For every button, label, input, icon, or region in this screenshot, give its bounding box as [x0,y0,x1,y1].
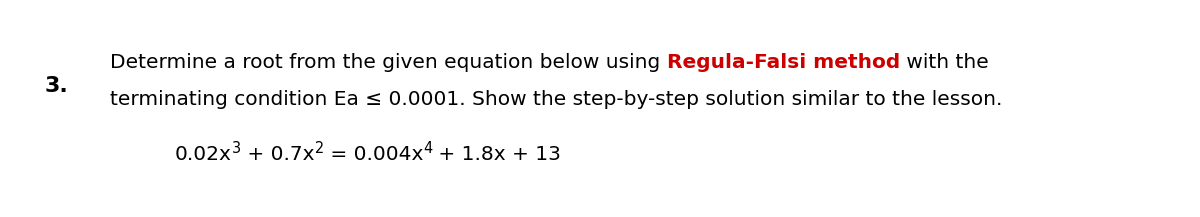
Text: Regula-Falsi method: Regula-Falsi method [667,53,900,72]
Text: 3: 3 [232,141,241,156]
Text: 3.: 3. [46,77,68,97]
Text: with the: with the [900,53,989,72]
Text: 2: 2 [314,141,324,156]
Text: + 0.7x: + 0.7x [241,145,314,164]
Text: 4: 4 [424,141,432,156]
Text: 0.02x: 0.02x [175,145,232,164]
Text: = 0.004x: = 0.004x [324,145,424,164]
Text: Determine a root from the given equation below using: Determine a root from the given equation… [110,53,667,72]
Text: + 1.8x + 13: + 1.8x + 13 [432,145,562,164]
Text: terminating condition Ea ≤ 0.0001. Show the step-by-step solution similar to the: terminating condition Ea ≤ 0.0001. Show … [110,90,1002,109]
